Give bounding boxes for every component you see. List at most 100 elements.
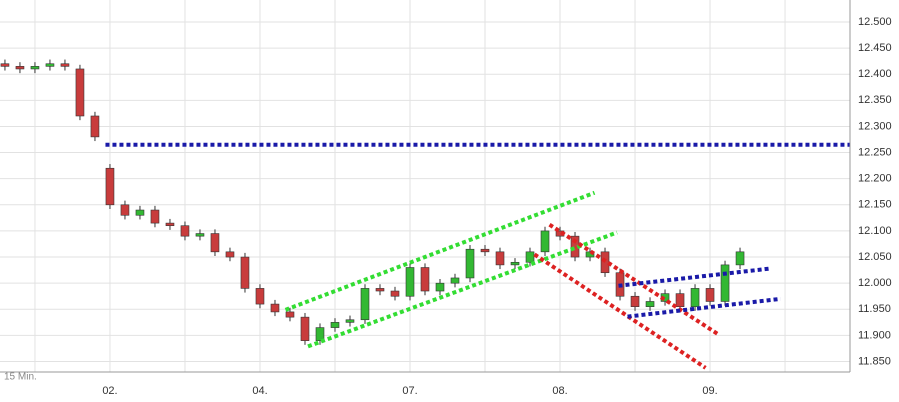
candle bbox=[135, 205, 145, 220]
y-tick-label: 11.950 bbox=[858, 303, 891, 315]
candle bbox=[375, 284, 385, 296]
trend-line bbox=[548, 222, 719, 336]
x-tick-label: 09. bbox=[702, 385, 717, 397]
candle bbox=[240, 252, 250, 293]
candle-body bbox=[15, 66, 25, 70]
candle-body bbox=[210, 233, 220, 253]
candle-body bbox=[180, 225, 190, 237]
candle bbox=[600, 247, 610, 277]
candle-body bbox=[720, 264, 730, 302]
candle-body bbox=[315, 327, 325, 341]
candle-body bbox=[330, 322, 340, 328]
y-tick-label: 12.100 bbox=[858, 225, 892, 237]
candle bbox=[450, 273, 460, 288]
candle bbox=[0, 59, 10, 71]
candle bbox=[60, 59, 70, 71]
candle bbox=[225, 247, 235, 262]
x-tick-label: 08. bbox=[552, 385, 567, 397]
candle bbox=[90, 111, 100, 142]
y-tick-label: 12.000 bbox=[858, 277, 892, 289]
candle-body bbox=[690, 288, 700, 307]
candle-body bbox=[60, 63, 70, 67]
x-tick-label: 07. bbox=[402, 385, 417, 397]
candle bbox=[345, 315, 355, 327]
y-tick-label: 12.200 bbox=[858, 173, 892, 185]
candle bbox=[30, 62, 40, 74]
candle bbox=[75, 64, 85, 121]
candle bbox=[270, 299, 280, 317]
candle-body bbox=[405, 267, 415, 297]
candle bbox=[495, 247, 505, 270]
candle bbox=[630, 292, 640, 311]
candle-body bbox=[240, 256, 250, 289]
candle bbox=[735, 247, 745, 270]
candle bbox=[120, 200, 130, 220]
candle bbox=[705, 284, 715, 306]
candle-body bbox=[585, 251, 595, 258]
y-tick-label: 12.300 bbox=[858, 120, 892, 132]
candle bbox=[195, 229, 205, 241]
candle bbox=[435, 279, 445, 296]
candle bbox=[645, 297, 655, 311]
candle-body bbox=[300, 316, 310, 341]
candle-body bbox=[45, 63, 55, 67]
y-tick-label: 12.150 bbox=[858, 199, 892, 211]
candle bbox=[480, 245, 490, 257]
x-tick-label: 04. bbox=[252, 385, 267, 397]
candle bbox=[255, 284, 265, 309]
candle-body bbox=[165, 222, 175, 227]
candle bbox=[360, 284, 370, 324]
candle-body bbox=[135, 209, 145, 216]
candle bbox=[300, 312, 310, 345]
candle bbox=[285, 307, 295, 322]
candle-body bbox=[30, 66, 40, 70]
candle-body bbox=[510, 261, 520, 266]
candle bbox=[45, 59, 55, 71]
candle-body bbox=[450, 277, 460, 284]
candle bbox=[150, 205, 160, 228]
candle bbox=[105, 164, 115, 209]
candle-body bbox=[735, 251, 745, 266]
candle-body bbox=[600, 251, 610, 274]
candle bbox=[585, 247, 595, 262]
candle bbox=[465, 245, 475, 283]
candle bbox=[525, 247, 535, 267]
candle-body bbox=[285, 311, 295, 318]
candle-body bbox=[195, 233, 205, 237]
candle bbox=[210, 229, 220, 257]
candle bbox=[720, 260, 730, 306]
candle-body bbox=[390, 290, 400, 297]
candle-body bbox=[630, 295, 640, 307]
candle-body bbox=[525, 251, 535, 263]
candle-body bbox=[480, 248, 490, 253]
candle-body bbox=[375, 288, 385, 292]
candle-body bbox=[675, 293, 685, 307]
candle-body bbox=[75, 68, 85, 117]
candle-body bbox=[540, 230, 550, 253]
candle bbox=[420, 263, 430, 296]
candle bbox=[15, 62, 25, 74]
y-tick-label: 12.350 bbox=[858, 94, 892, 106]
candle-body bbox=[345, 319, 355, 323]
y-tick-label: 11.900 bbox=[858, 329, 891, 341]
y-tick-label: 12.250 bbox=[858, 146, 892, 158]
trend-line bbox=[284, 190, 596, 312]
trend-line bbox=[307, 230, 618, 349]
y-tick-label: 11.850 bbox=[858, 355, 891, 367]
trend-line bbox=[618, 266, 771, 288]
candle-body bbox=[150, 209, 160, 224]
candle bbox=[165, 218, 175, 230]
candle-body bbox=[0, 63, 10, 67]
candle-body bbox=[705, 288, 715, 302]
candle bbox=[390, 286, 400, 301]
candle bbox=[510, 258, 520, 270]
interval-label: 15 Min. bbox=[4, 372, 37, 383]
candle-body bbox=[255, 288, 265, 305]
y-tick-label: 12.400 bbox=[858, 68, 892, 80]
candle-body bbox=[105, 167, 115, 206]
candle-body bbox=[645, 301, 655, 307]
candle-body bbox=[360, 288, 370, 321]
y-tick-label: 12.500 bbox=[858, 16, 892, 28]
candle-body bbox=[435, 282, 445, 292]
candle bbox=[315, 323, 325, 345]
